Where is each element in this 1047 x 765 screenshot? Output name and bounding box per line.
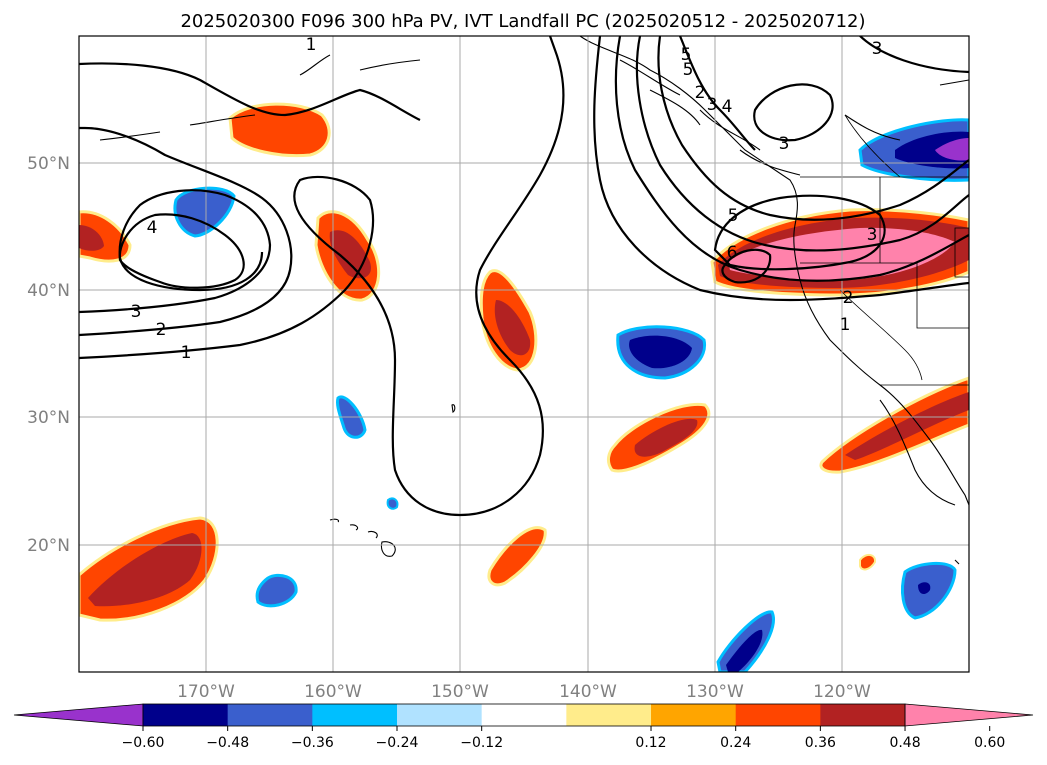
- pv-contour: [713, 194, 886, 271]
- contour-label: 5: [728, 206, 739, 226]
- contour-label: 3: [867, 225, 878, 245]
- contour-labels: 1 2 3 4 1 2 3 5 6 3 5 1 2 3 4 3 5: [131, 35, 883, 363]
- map-frame: [78, 35, 970, 673]
- pv-contour: [657, 36, 969, 221]
- pv-contour: [635, 36, 969, 252]
- political-borders: [800, 114, 969, 386]
- lon-label: 140°W: [559, 682, 617, 702]
- pv-contour: [859, 36, 969, 74]
- anomaly-strong-positive: [88, 533, 202, 607]
- colorbar-segment: [735, 704, 821, 726]
- contour-label: 2: [695, 83, 706, 103]
- colorbar-tick-label: 0.12: [635, 735, 666, 751]
- anomaly-extreme-negative: [935, 138, 969, 161]
- colorbar-segment: [227, 704, 313, 726]
- pv-contours: [79, 36, 969, 517]
- colorbar-frame: [142, 703, 906, 727]
- anomaly-strong-positive: [845, 392, 969, 460]
- lon-label: 120°W: [813, 682, 871, 702]
- pv-contour: [118, 213, 245, 289]
- pv-contour: [79, 36, 565, 517]
- colorbar-tick-label: 0.24: [720, 735, 751, 751]
- colorbar: −0.60 −0.48 −0.36 −0.24 −0.12 0.12 0.24 0.36 0.4…: [13, 703, 1034, 751]
- lon-label: 130°W: [686, 682, 744, 702]
- contour-label: 1: [306, 35, 317, 55]
- pv-contour: [614, 36, 969, 282]
- anomaly-strong-negative: [726, 629, 763, 672]
- contour-label: 2: [843, 288, 854, 308]
- pv-contour: [678, 36, 756, 151]
- contour-label: 4: [722, 97, 733, 117]
- contour-label: 1: [840, 315, 851, 335]
- colorbar-segment: [566, 704, 652, 726]
- pv-contour: [79, 62, 421, 121]
- anomaly-strong-positive: [494, 300, 531, 356]
- lat-label: 40°N: [27, 281, 70, 301]
- pv-contour: [753, 83, 834, 142]
- gridlines: [79, 36, 969, 672]
- lon-label: 150°W: [431, 682, 489, 702]
- anomaly-strong-positive: [634, 418, 698, 457]
- lat-label: 50°N: [27, 154, 70, 174]
- anomaly-positive: [487, 526, 547, 587]
- contour-label: 2: [156, 320, 167, 340]
- anomaly-strong-positive: [79, 225, 104, 251]
- pv-contour: [79, 189, 272, 314]
- contour-label: 5: [683, 60, 694, 80]
- anomaly-negative: [386, 497, 399, 510]
- contour-label: 6: [727, 243, 738, 263]
- anomaly-strong-negative: [629, 335, 692, 369]
- pv-contour: [593, 36, 969, 302]
- colorbar-tick-label: −0.60: [122, 735, 165, 751]
- colorbar-tick-label: 0.48: [889, 735, 920, 751]
- lat-label: 20°N: [27, 536, 70, 556]
- lon-label: 160°W: [304, 682, 362, 702]
- colorbar-segment: [397, 704, 483, 726]
- colorbar-segment: [312, 704, 398, 726]
- contour-label: 1: [181, 343, 192, 363]
- contour-label: 3: [131, 302, 142, 322]
- contour-label: 3: [779, 134, 790, 154]
- anomaly-strong-negative: [918, 582, 931, 595]
- map-panel: 1 2 3 4 1 2 3 5 6 3 5 1 2 3 4 3 5: [78, 35, 970, 673]
- contour-label: 3: [707, 95, 718, 115]
- colorbar-segment: [820, 704, 906, 726]
- anomaly-negative: [255, 573, 298, 608]
- colorbar-segment: [143, 704, 229, 726]
- colorbar-tick-label: −0.48: [206, 735, 249, 751]
- latitude-labels: 50°N 40°N 30°N 20°N: [27, 154, 70, 556]
- colorbar-segment: [481, 704, 567, 726]
- colorbar-tick-label: −0.24: [376, 735, 419, 751]
- lat-label: 30°N: [27, 408, 70, 428]
- colorbar-tick-label: 0.60: [974, 735, 1005, 751]
- longitude-labels: 170°W 160°W 150°W 140°W 130°W 120°W: [177, 682, 871, 702]
- colorbar-tick-label: 0.36: [805, 735, 836, 751]
- colorbar-extend-max: [904, 703, 1034, 727]
- anomaly-negative: [173, 186, 236, 238]
- anomaly-positive: [228, 102, 331, 158]
- lon-label: 170°W: [177, 682, 235, 702]
- shaded-anomalies: [79, 102, 969, 672]
- pv-contour: [79, 126, 293, 337]
- colorbar-segment: [651, 704, 737, 726]
- anomaly-positive: [859, 554, 877, 571]
- pv-contour: [721, 248, 772, 284]
- contour-label: 5: [681, 45, 692, 65]
- colorbar-extend-min: [13, 703, 144, 727]
- contour-label: 3: [872, 39, 883, 59]
- contour-label: 4: [147, 218, 158, 238]
- map-title: 2025020300 F096 300 hPa PV, IVT Landfall…: [180, 11, 865, 32]
- colorbar-tick-label: −0.12: [460, 735, 503, 751]
- colorbar-tick-label: −0.36: [291, 735, 334, 751]
- coastlines: [99, 36, 969, 565]
